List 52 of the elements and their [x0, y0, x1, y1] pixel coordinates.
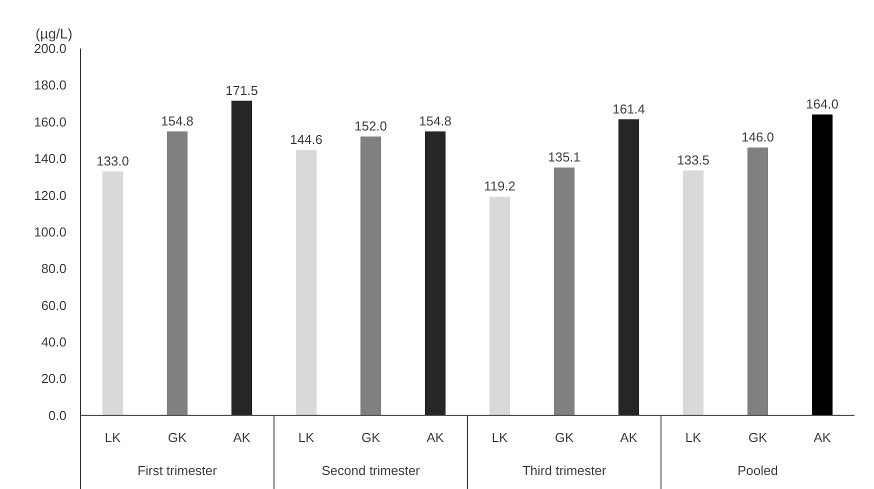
bar	[296, 150, 317, 416]
x-tick-label: GK	[361, 430, 380, 445]
bar	[812, 114, 833, 416]
y-tick-label: 100.0	[34, 224, 67, 240]
x-tick-label: LK	[298, 430, 315, 445]
data-label: 135.1	[548, 150, 581, 165]
x-tick-label: LK	[104, 430, 122, 445]
x-tick-label: AK	[814, 430, 832, 445]
y-axis-title: (µg/L)	[36, 26, 72, 42]
bar	[747, 148, 768, 416]
data-label: 154.8	[160, 113, 194, 128]
bar	[554, 168, 575, 416]
bar	[682, 170, 704, 416]
data-label: 133.0	[96, 153, 130, 168]
data-label: 144.6	[290, 132, 323, 148]
y-tick-label: 140.0	[34, 151, 67, 166]
x-tick-label: GK	[554, 430, 574, 445]
y-tick-label: 20.0	[41, 371, 67, 386]
data-label: 133.5	[676, 152, 710, 168]
data-label: 154.8	[418, 113, 452, 128]
y-tick-label: 160.0	[34, 114, 67, 130]
x-tick-label: AK	[620, 430, 638, 445]
y-tick-label: 180.0	[34, 78, 67, 93]
bar	[424, 131, 446, 416]
bar	[166, 131, 188, 416]
bar	[360, 136, 382, 416]
x-tick-label: AK	[426, 430, 444, 445]
y-tick-label: 200.0	[34, 41, 67, 56]
y-tick-label: 40.0	[41, 334, 67, 350]
bar	[489, 196, 510, 416]
data-label: 119.2	[484, 178, 516, 194]
text: Second trimester	[322, 462, 421, 478]
text: Third trimester	[522, 462, 607, 478]
x-tick-label: GK	[168, 430, 187, 445]
data-label: 171.5	[225, 82, 258, 98]
data-label: 164.0	[806, 96, 839, 112]
x-tick-label: LK	[685, 430, 702, 445]
bar	[102, 171, 124, 416]
x-tick-label: GK	[748, 430, 768, 445]
y-tick-label: 120.0	[34, 188, 67, 203]
data-label: 161.4	[612, 101, 646, 116]
data-label: 146.0	[741, 130, 774, 145]
bar	[618, 119, 640, 416]
y-tick-label: 80.0	[41, 261, 67, 276]
y-tick-label: 0.0	[48, 408, 67, 423]
bar	[231, 100, 252, 416]
text: First trimester	[138, 462, 218, 478]
x-tick-label: LK	[492, 430, 508, 445]
x-tick-label: AK	[233, 430, 251, 445]
data-label: 152.0	[354, 118, 388, 134]
y-tick-label: 60.0	[41, 298, 67, 313]
text: Pooled	[738, 462, 778, 478]
